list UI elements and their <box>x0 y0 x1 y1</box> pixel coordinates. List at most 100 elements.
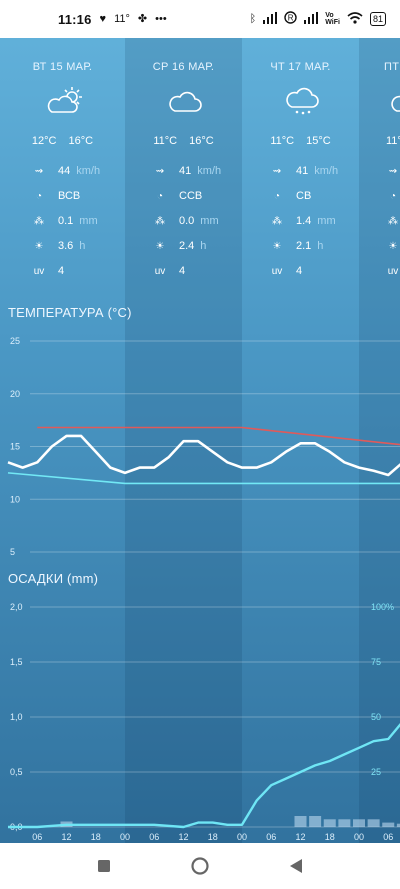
x-tick-label: 00 <box>354 832 364 842</box>
probability-line <box>8 722 400 829</box>
series-line-1 <box>37 426 400 446</box>
x-tick-label: 12 <box>61 832 71 842</box>
signal-icon <box>263 11 278 27</box>
y2-tick-label: 100% <box>371 602 394 612</box>
y-tick-label: 25 <box>10 336 20 346</box>
x-tick-label: 00 <box>120 832 130 842</box>
day-bands <box>0 38 400 843</box>
x-tick-label: 06 <box>32 832 42 842</box>
wind-unit: km/h <box>197 165 222 177</box>
precip-unit: mm <box>200 215 219 227</box>
uv-index: 4 <box>58 265 65 277</box>
precip-bar <box>338 819 351 827</box>
temp-min: 12°C <box>31 135 57 147</box>
series-line-0 <box>7 434 400 477</box>
day-column[interactable]: ВТ 15 МАР. 12°C 16°C ⇝ 44 km/h ◔ ВСВ ⁂ 0.1 mm … <box>4 38 121 288</box>
wind-unit: km/h <box>314 165 339 177</box>
wind-icon: ⇝ <box>34 165 44 177</box>
x-tick-label: 06 <box>266 832 276 842</box>
temperature-chart[interactable]: 5 10 15 20 25 <box>0 330 400 570</box>
temp-min: 11°C <box>153 135 178 147</box>
wind-unit: km/h <box>76 165 101 177</box>
raindrop-icon: ⁂ <box>388 215 398 227</box>
day-title: СР 16 МАР. <box>152 61 215 73</box>
y-tick-label: 2,0 <box>10 602 23 612</box>
series-line-2 <box>7 472 400 485</box>
uv-index: 4 <box>179 265 186 277</box>
x-tick-label: 18 <box>325 832 335 842</box>
y-tick-label: 20 <box>10 389 20 399</box>
sun-hours: 2.1 <box>296 240 312 252</box>
x-tick-label: 18 <box>91 832 101 842</box>
compass-icon: ◔ <box>273 190 281 202</box>
cloud-icon <box>169 91 202 112</box>
daily-forecast[interactable]: ВТ 15 МАР. 12°C 16°C ⇝ 44 km/h ◔ ВСВ ⁂ 0.1 mm … <box>0 38 400 288</box>
temp-max: 16°C <box>189 135 214 147</box>
y-tick-label: 1,5 <box>10 657 23 667</box>
day-title: ЧТ 17 МАР. <box>270 61 331 73</box>
precip-unit: mm <box>79 215 98 227</box>
wind-direction: ССВ <box>179 190 203 202</box>
back-button[interactable] <box>286 856 306 876</box>
navigation-bar <box>0 843 400 889</box>
recents-button[interactable] <box>94 856 114 876</box>
status-temperature: 11° <box>114 12 130 25</box>
cloud-icon <box>391 95 400 112</box>
precip-bar <box>353 819 365 827</box>
y2-tick-label: 50 <box>371 712 381 722</box>
wind-icon: ⇝ <box>388 165 398 177</box>
compass-icon: ◔ <box>35 190 43 202</box>
x-tick-label: 06 <box>149 832 159 842</box>
x-tick-label: 00 <box>237 832 247 842</box>
sun-cloud-icon <box>47 87 82 113</box>
wifi-icon <box>347 11 363 27</box>
wind-speed: 44 <box>58 165 71 177</box>
y2-tick-label: 75 <box>371 657 381 667</box>
status-time: 11:16 <box>58 11 92 27</box>
day-column[interactable]: СР 16 МАР. 11°C 16°C ⇝ 41 km/h ◔ ССВ ⁂ 0.0 mm … <box>125 38 242 288</box>
raindrop-icon: ⁂ <box>155 215 165 227</box>
wind-icon: ⇝ <box>155 165 165 177</box>
sun-unit: h <box>200 240 207 252</box>
vowifi-icon: Vo WiFi <box>325 12 340 26</box>
day-title: ВТ 15 МАР. <box>32 61 93 73</box>
precip-bar <box>294 816 307 827</box>
x-tick-label: 06 <box>383 832 393 842</box>
wind-speed: 41 <box>296 165 309 177</box>
precip-amount: 0.1 <box>58 215 74 227</box>
cloud-rain-icon <box>286 87 319 115</box>
uv-label: uv <box>33 265 45 277</box>
y-tick-label: 1,0 <box>10 712 23 722</box>
day-column[interactable]: ПТ 11° ⇝ ◔ ⁂ ☀ uv <box>359 38 400 288</box>
sun-unit: h <box>317 240 324 252</box>
temperature-chart-title: ТЕМПЕРАТУРА (°C) <box>8 305 132 320</box>
precip-bar <box>396 823 400 827</box>
sun-icon: ☀ <box>155 240 165 252</box>
sun-icon: ☀ <box>388 240 398 252</box>
raindrop-icon: ⁂ <box>272 215 282 227</box>
uv-label: uv <box>271 265 283 277</box>
y-tick-label: 15 <box>10 442 20 452</box>
signal-2-icon <box>304 11 319 27</box>
x-tick-label: 12 <box>295 832 305 842</box>
home-button[interactable] <box>190 856 210 876</box>
precip-amount: 1.4 <box>296 215 312 227</box>
fan-icon: ✤ <box>137 12 148 25</box>
day-title: ПТ <box>384 61 400 73</box>
heart-icon: ♥ <box>99 12 107 25</box>
precip-amount: 0.0 <box>179 215 195 227</box>
precip-bar <box>367 819 380 827</box>
sun-icon: ☀ <box>272 240 282 252</box>
precip-bar <box>382 822 395 827</box>
compass-icon: ◔ <box>389 190 397 202</box>
x-tick-label: 12 <box>178 832 188 842</box>
wind-direction: СВ <box>296 190 312 202</box>
temp-min: 11°C <box>270 135 295 147</box>
sun-icon: ☀ <box>34 240 44 252</box>
day-column[interactable]: ЧТ 17 МАР. 11°C 15°C ⇝ 41 km/h ◔ СВ ⁂ 1.4 mm ☀… <box>242 38 359 288</box>
uv-label: uv <box>387 265 399 277</box>
temp-max: 15°C <box>306 135 331 147</box>
precip-chart-title: ОСАДКИ (mm) <box>8 571 99 586</box>
roaming-icon: R <box>284 11 297 27</box>
